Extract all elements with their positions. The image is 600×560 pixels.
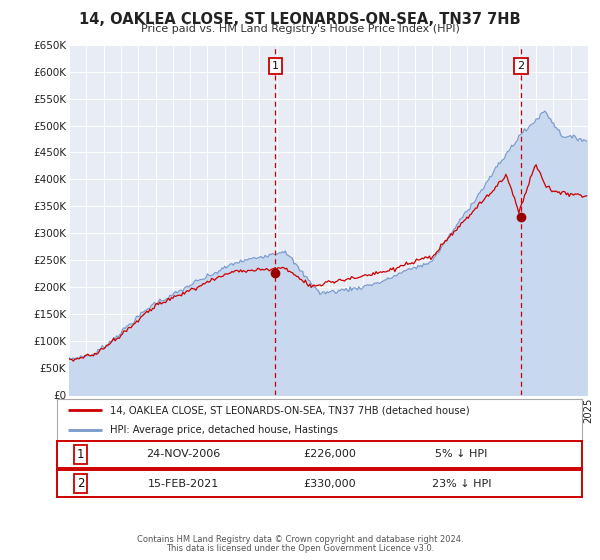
Text: 2: 2 [517,62,524,71]
Text: 14, OAKLEA CLOSE, ST LEONARDS-ON-SEA, TN37 7HB (detached house): 14, OAKLEA CLOSE, ST LEONARDS-ON-SEA, TN… [110,405,469,415]
Text: Contains HM Land Registry data © Crown copyright and database right 2024.: Contains HM Land Registry data © Crown c… [137,535,463,544]
Text: HPI: Average price, detached house, Hastings: HPI: Average price, detached house, Hast… [110,425,337,435]
Text: This data is licensed under the Open Government Licence v3.0.: This data is licensed under the Open Gov… [166,544,434,553]
Text: 15-FEB-2021: 15-FEB-2021 [148,479,218,489]
Text: 1: 1 [272,62,279,71]
Text: 2: 2 [77,477,85,491]
Text: £226,000: £226,000 [304,449,356,459]
Text: 14, OAKLEA CLOSE, ST LEONARDS-ON-SEA, TN37 7HB: 14, OAKLEA CLOSE, ST LEONARDS-ON-SEA, TN… [79,12,521,27]
Text: Price paid vs. HM Land Registry's House Price Index (HPI): Price paid vs. HM Land Registry's House … [140,24,460,34]
Text: 24-NOV-2006: 24-NOV-2006 [146,449,220,459]
Text: 1: 1 [77,447,85,461]
Text: 23% ↓ HPI: 23% ↓ HPI [431,479,491,489]
Text: 5% ↓ HPI: 5% ↓ HPI [435,449,487,459]
Text: £330,000: £330,000 [304,479,356,489]
